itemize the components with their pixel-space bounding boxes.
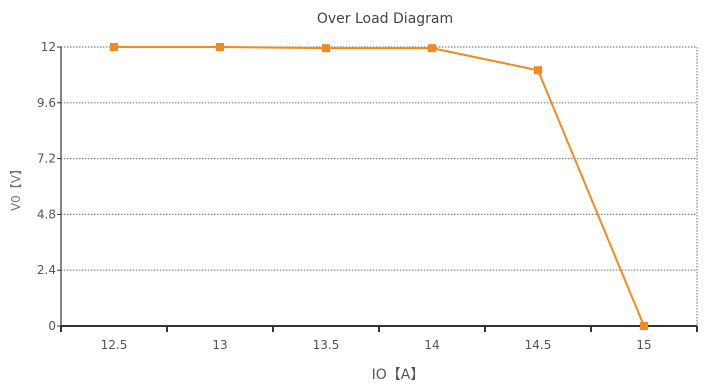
x-tick-label: 12.5 — [101, 338, 128, 352]
data-point — [216, 43, 224, 51]
data-point — [428, 44, 436, 53]
chart-title: Over Load Diagram — [317, 11, 453, 27]
data-point — [640, 322, 648, 330]
y-tick-label: 7.2 — [37, 152, 56, 166]
y-tick-label: 0 — [48, 319, 56, 333]
x-tick-label: 15 — [636, 338, 651, 352]
x-tick-label: 14.5 — [525, 338, 552, 352]
x-axis-label: IO【A】 — [372, 367, 425, 383]
data-point — [110, 43, 118, 51]
axes — [60, 47, 697, 327]
y-axis-label: V0【V】 — [9, 163, 23, 211]
data-point — [322, 44, 330, 53]
x-ticks: 12.5 13 13.5 14 14.5 15 — [60, 326, 698, 352]
data-point — [534, 66, 542, 75]
x-tick-label: 14 — [424, 338, 439, 352]
y-tick-label: 4.8 — [37, 207, 56, 221]
y-tick-label: 12 — [41, 40, 56, 54]
y-tick-label: 2.4 — [37, 263, 56, 277]
series-line — [114, 46, 645, 327]
y-tick-label: 9.6 — [37, 96, 56, 110]
grid-lines — [61, 46, 698, 326]
x-tick-label: 13.5 — [313, 338, 340, 352]
series — [110, 43, 648, 330]
x-tick-label: 13 — [212, 338, 227, 352]
y-ticks: 0 2.4 4.8 7.2 9.6 12 — [37, 40, 61, 333]
